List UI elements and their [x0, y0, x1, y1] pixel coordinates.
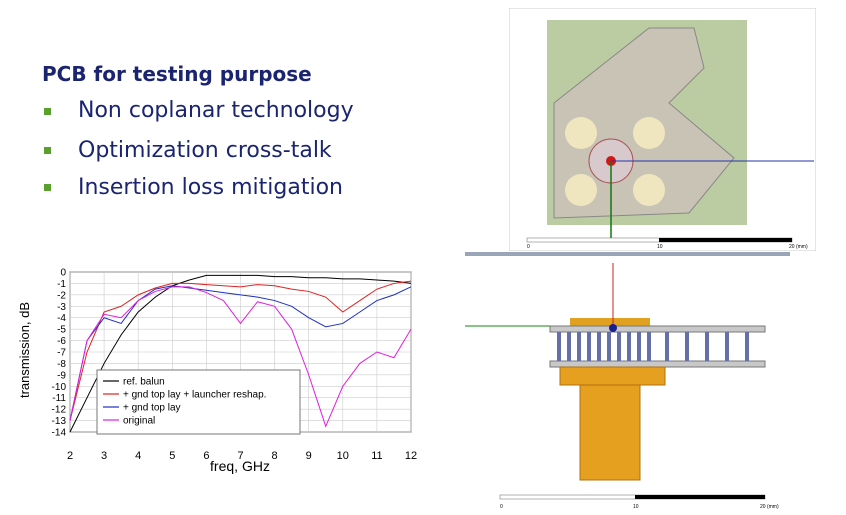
x-tick-label: 10 — [337, 450, 349, 462]
y-tick-label: -9 — [57, 370, 66, 381]
x-tick-label: 7 — [237, 450, 243, 462]
x-tick-label: 4 — [135, 450, 141, 462]
pcb-side-view: 0 10 20 (mm) — [465, 263, 779, 510]
y-tick-label: -12 — [52, 405, 67, 416]
x-axis-label: freq, GHz — [210, 458, 270, 474]
y-tick-label: -10 — [52, 382, 67, 393]
scale-label: 10 — [633, 504, 639, 510]
y-axis-label: transmission, dB — [18, 302, 32, 398]
data-line — [69, 274, 412, 433]
y-tick-label: -11 — [52, 393, 66, 404]
x-tick-label: 11 — [371, 450, 382, 462]
scale-label: 20 (mm) — [760, 504, 779, 510]
bullet-marker — [44, 184, 51, 191]
scale-label: 20 (mm) — [789, 244, 808, 250]
bullet: Non coplanar technology — [78, 98, 354, 123]
y-tick-label: -6 — [57, 336, 66, 347]
scale-label: 10 — [657, 244, 663, 250]
bullet: Optimization cross-talk — [78, 138, 332, 163]
legend-label: ref. balun — [123, 377, 165, 388]
y-tick-label: -8 — [57, 359, 66, 370]
y-tick-label: -3 — [57, 302, 66, 313]
x-tick-label: 6 — [203, 450, 209, 462]
divider — [465, 252, 790, 256]
scale-label: 0 — [527, 244, 530, 250]
x-tick-label: 3 — [101, 450, 107, 462]
pcb-top-view: 0 10 20 (mm) — [509, 8, 816, 251]
legend-label: + gnd top lay — [123, 403, 181, 414]
y-tick-label: -5 — [57, 325, 66, 336]
bullet-marker — [44, 108, 51, 115]
scale-label: 0 — [500, 504, 503, 510]
y-tick-label: -7 — [57, 348, 66, 359]
legend-label: original — [123, 416, 155, 427]
x-tick-label: 8 — [272, 450, 278, 462]
x-tick-label: 9 — [306, 450, 312, 462]
legend-box — [96, 369, 301, 435]
bullet: Insertion loss mitigation — [78, 175, 343, 200]
data-line — [69, 286, 412, 428]
slide-title: PCB for testing purpose — [42, 62, 312, 86]
x-tick-label: 2 — [67, 450, 73, 462]
data-line — [69, 280, 412, 421]
data-line — [69, 285, 412, 421]
x-tick-label: 12 — [405, 450, 417, 462]
y-tick-label: -1 — [57, 279, 66, 290]
legend-label: + gnd top lay + launcher reshap. — [123, 390, 266, 401]
y-tick-label: 0 — [60, 268, 66, 279]
y-tick-label: -13 — [52, 416, 67, 427]
y-tick-label: -2 — [57, 290, 66, 301]
chart: transmission, dB freq, GHz 0-1-2-3-4-5-6… — [18, 268, 417, 475]
y-tick-label: -14 — [52, 428, 67, 439]
x-tick-label: 5 — [169, 450, 175, 462]
y-tick-label: -4 — [57, 313, 66, 324]
bullet-marker — [44, 147, 51, 154]
